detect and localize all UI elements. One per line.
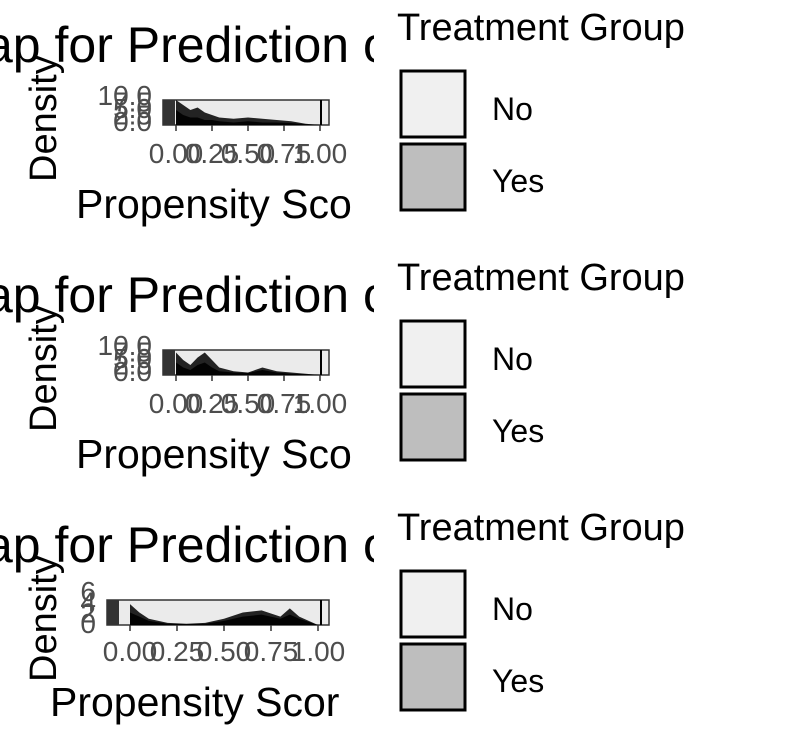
- x-tick-label: 1.00: [293, 138, 348, 169]
- y-tick-label: 0.0: [113, 106, 152, 137]
- legend-label-no: No: [492, 341, 533, 377]
- legend-swatch-no: [399, 319, 467, 389]
- y-axis-label: Density: [23, 555, 65, 682]
- y-axis-strip: [163, 100, 175, 125]
- plot-area: [162, 99, 330, 126]
- legend-label-yes: Yes: [492, 663, 544, 699]
- legend-title: Treatment Group: [397, 507, 685, 549]
- legend-label-no: No: [492, 591, 533, 627]
- x-tick-label: 0.00: [103, 636, 158, 667]
- y-tick-label: 7.5: [113, 337, 152, 368]
- legend-swatch-yes: [399, 142, 467, 212]
- plot-area: [106, 599, 330, 626]
- legend-title: Treatment Group: [397, 257, 685, 299]
- x-axis-label: Propensity Sco: [76, 181, 352, 227]
- x-tick-label: 0.50: [197, 636, 252, 667]
- x-tick-label: 0.75: [257, 138, 312, 169]
- x-axis-label: Propensity Sco: [76, 431, 352, 477]
- density-area-yes: [130, 612, 318, 625]
- legend-label-yes: Yes: [492, 163, 544, 199]
- legend-label-yes: Yes: [492, 413, 544, 449]
- x-tick-label: 0.75: [244, 636, 299, 667]
- x-tick-labels: 0.000.250.500.751.00: [149, 125, 348, 169]
- x-tick-label: 1.00: [291, 636, 346, 667]
- y-tick-label: 0.0: [113, 356, 152, 387]
- legend-swatch-no: [399, 569, 467, 639]
- y-tick-label: 10.0: [98, 330, 153, 361]
- y-axis-strip: [163, 350, 175, 375]
- x-tick-label: 0.00: [149, 138, 204, 169]
- x-axis-label: Propensity Scor: [50, 679, 339, 725]
- chart-panel-2: ap for Prediction of Monthly Sport Densi…: [0, 250, 785, 500]
- x-tick-label: 0.00: [149, 388, 204, 419]
- y-tick-label: 10.0: [98, 80, 153, 111]
- y-tick-labels: 0.02.55.07.510.0: [98, 80, 153, 137]
- y-tick-label: 5.0: [113, 343, 152, 374]
- chart-svg-3: ap for Prediction of No Sport Par Densit…: [0, 500, 785, 750]
- legend-title: Treatment Group: [397, 7, 685, 49]
- chart-svg-1: ap for Prediction of Weekly Sport Densit…: [0, 0, 785, 250]
- density-area-yes: [176, 110, 320, 125]
- y-axis-label: Density: [23, 55, 65, 182]
- x-tick-labels: 0.000.250.500.751.00: [149, 375, 348, 419]
- chart-svg-2: ap for Prediction of Monthly Sport Densi…: [0, 250, 785, 500]
- x-tick-label: 0.25: [150, 636, 205, 667]
- y-tick-label: 7.5: [113, 87, 152, 118]
- x-tick-label: 0.50: [221, 138, 276, 169]
- x-tick-label: 0.75: [257, 388, 312, 419]
- legend-swatch-yes: [399, 392, 467, 462]
- y-tick-label: 0: [80, 608, 96, 639]
- y-axis-label: Density: [23, 305, 65, 432]
- x-tick-labels: 0.000.250.500.751.00: [103, 625, 346, 667]
- y-tick-label: 2: [80, 597, 96, 628]
- y-axis-strip: [107, 600, 119, 625]
- plot-area: [162, 349, 330, 376]
- legend-swatch-no: [399, 69, 467, 139]
- y-tick-label: 6: [80, 576, 96, 607]
- x-tick-label: 0.25: [185, 388, 240, 419]
- density-area-no: [176, 100, 320, 125]
- density-area-yes: [176, 362, 320, 375]
- y-tick-label: 2.5: [113, 350, 152, 381]
- y-tick-label: 2.5: [113, 100, 152, 131]
- legend-label-no: No: [492, 91, 533, 127]
- y-tick-labels: 0.02.55.07.510.0: [98, 330, 153, 387]
- y-tick-label: 5.0: [113, 93, 152, 124]
- x-tick-label: 0.50: [221, 388, 276, 419]
- x-tick-label: 0.25: [185, 138, 240, 169]
- chart-panel-1: ap for Prediction of Weekly Sport Densit…: [0, 0, 785, 250]
- chart-panel-3: ap for Prediction of No Sport Par Densit…: [0, 500, 785, 750]
- x-tick-label: 1.00: [293, 388, 348, 419]
- y-tick-label: 4: [80, 587, 96, 618]
- legend-swatch-yes: [399, 642, 467, 712]
